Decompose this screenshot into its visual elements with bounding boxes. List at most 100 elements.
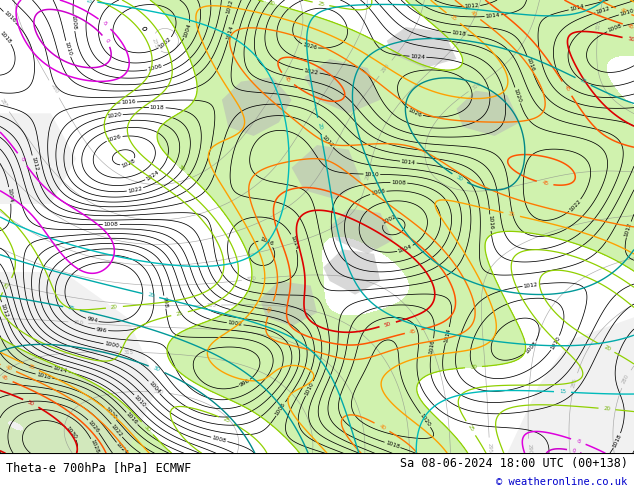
Text: 1010: 1010	[365, 172, 379, 177]
Text: 45: 45	[627, 23, 634, 30]
Text: 50: 50	[384, 321, 392, 328]
Polygon shape	[260, 281, 317, 326]
Text: Theta-e 700hPa [hPa] ECMWF: Theta-e 700hPa [hPa] ECMWF	[6, 462, 191, 474]
Text: 1026: 1026	[87, 419, 100, 434]
Text: -5: -5	[575, 438, 582, 445]
Text: 275: 275	[151, 38, 159, 49]
Text: 1022: 1022	[304, 68, 319, 75]
Text: 40: 40	[267, 305, 274, 313]
Text: 1012: 1012	[624, 221, 633, 237]
Polygon shape	[330, 209, 393, 254]
Text: 25: 25	[68, 305, 75, 312]
Text: 40: 40	[4, 365, 13, 372]
Text: 996: 996	[96, 327, 108, 333]
Text: 1012: 1012	[523, 282, 538, 289]
Text: 996: 996	[238, 378, 251, 388]
Text: 1026: 1026	[408, 107, 423, 118]
Text: 50: 50	[27, 399, 35, 407]
Text: 285: 285	[0, 98, 8, 109]
Text: 1006: 1006	[370, 189, 386, 196]
Text: 30: 30	[268, 0, 276, 7]
Text: 1014: 1014	[569, 4, 585, 12]
Text: 20: 20	[147, 293, 155, 299]
Polygon shape	[0, 272, 158, 453]
Text: 20: 20	[603, 344, 611, 352]
Text: 305: 305	[206, 303, 216, 308]
Text: 1008: 1008	[607, 24, 623, 33]
Text: 300: 300	[247, 276, 257, 282]
Text: 1010: 1010	[63, 41, 72, 57]
Polygon shape	[507, 318, 634, 453]
Polygon shape	[222, 77, 292, 136]
Text: 1010: 1010	[304, 381, 315, 396]
Text: 994: 994	[86, 317, 98, 324]
Text: 1018: 1018	[36, 372, 51, 380]
Text: 1014: 1014	[401, 159, 416, 166]
Text: 1020: 1020	[107, 112, 122, 119]
Text: -5: -5	[18, 156, 26, 163]
Text: 30: 30	[470, 365, 477, 370]
Text: 1002: 1002	[228, 320, 243, 327]
Text: 1006: 1006	[148, 64, 163, 73]
Text: 25: 25	[317, 0, 325, 7]
Text: 1022: 1022	[127, 186, 143, 194]
Text: 1026: 1026	[302, 43, 318, 51]
Text: 1020: 1020	[419, 413, 432, 428]
Text: 1022: 1022	[110, 423, 124, 438]
Text: 300: 300	[471, 81, 482, 91]
Text: Sa 08-06-2024 18:00 UTC (00+138): Sa 08-06-2024 18:00 UTC (00+138)	[399, 457, 628, 470]
Text: 1012: 1012	[225, 0, 234, 15]
Text: 1002: 1002	[158, 36, 173, 50]
Text: 1008: 1008	[524, 341, 538, 355]
Text: 30: 30	[143, 424, 152, 433]
Text: 1008: 1008	[212, 435, 227, 444]
Text: 290: 290	[380, 63, 391, 74]
Text: 1004: 1004	[398, 244, 413, 254]
Text: 1016: 1016	[121, 99, 136, 105]
Text: 20: 20	[604, 406, 611, 412]
Text: 310: 310	[73, 320, 84, 325]
Text: 1004: 1004	[183, 23, 192, 39]
Text: 1008: 1008	[104, 222, 119, 227]
Text: 25: 25	[223, 416, 231, 424]
Text: 1004: 1004	[6, 188, 13, 203]
Text: 50: 50	[627, 36, 634, 43]
Text: 1028: 1028	[120, 158, 136, 169]
Text: 285: 285	[571, 377, 578, 389]
Text: 1018: 1018	[150, 105, 165, 110]
Text: 1028: 1028	[89, 439, 100, 454]
Text: 45: 45	[541, 180, 549, 187]
Text: 25: 25	[579, 77, 587, 85]
Polygon shape	[0, 113, 76, 204]
Text: 40: 40	[469, 10, 478, 19]
Text: 1014: 1014	[226, 24, 235, 40]
Polygon shape	[292, 145, 361, 199]
Text: 0: 0	[571, 448, 576, 454]
Text: 0: 0	[103, 38, 110, 44]
Polygon shape	[304, 59, 380, 113]
Text: 305: 305	[595, 20, 602, 30]
Text: 320: 320	[153, 390, 164, 395]
Text: 45: 45	[1, 375, 9, 382]
Text: 1018: 1018	[451, 30, 467, 37]
Text: 25: 25	[3, 281, 11, 290]
Text: 25: 25	[176, 311, 183, 317]
Text: 1020: 1020	[513, 88, 522, 103]
Text: © weatheronline.co.uk: © weatheronline.co.uk	[496, 477, 628, 487]
Text: 15: 15	[559, 390, 566, 394]
Text: 30: 30	[455, 174, 464, 182]
Polygon shape	[387, 27, 456, 68]
Text: 1008: 1008	[70, 15, 77, 30]
Text: 1014: 1014	[443, 327, 451, 343]
Text: 1012: 1012	[595, 5, 611, 15]
Text: 30: 30	[152, 366, 161, 373]
Text: 1030: 1030	[65, 425, 79, 440]
Text: 1020: 1020	[103, 406, 117, 420]
Text: 1018: 1018	[0, 30, 13, 45]
Text: 35: 35	[449, 14, 458, 22]
Text: 280: 280	[621, 373, 631, 385]
Text: 1002: 1002	[381, 214, 397, 225]
Text: 1010: 1010	[619, 8, 634, 17]
Text: 1010: 1010	[133, 394, 147, 408]
Text: 1018: 1018	[612, 433, 623, 448]
